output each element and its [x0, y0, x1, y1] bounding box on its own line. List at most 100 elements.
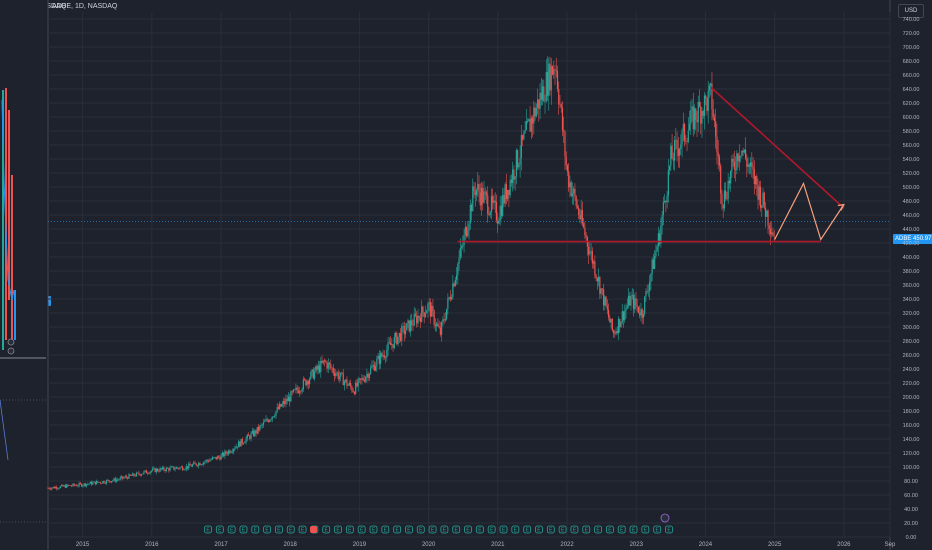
y-tick-label: 180.00 — [903, 409, 920, 415]
candle-body — [594, 261, 596, 276]
candle-body — [718, 156, 721, 166]
candle-body — [233, 449, 235, 452]
candle-body — [654, 255, 656, 269]
candle-body — [470, 204, 473, 212]
candle-body — [229, 450, 231, 453]
y-tick-label: 0.00 — [906, 535, 917, 541]
candle-body — [707, 90, 709, 111]
x-tick-label: 2023 — [630, 542, 644, 548]
candle-body — [474, 191, 476, 196]
candle-body — [423, 312, 425, 317]
candle-body — [153, 468, 155, 469]
x-tick-label: 2024 — [699, 542, 713, 548]
candle-body — [644, 296, 646, 314]
candle-body — [397, 336, 399, 345]
candle-body — [599, 277, 601, 294]
candle-body — [610, 318, 612, 323]
candle-body — [686, 141, 688, 142]
main-pane-title: ADBE, 1D, NASDAQ — [52, 3, 118, 10]
candle-body — [213, 457, 215, 459]
candle-body — [150, 470, 152, 472]
candle-body — [579, 215, 581, 220]
earnings-marker-label: E — [466, 528, 470, 534]
candle-body — [183, 469, 185, 471]
earnings-marker — [227, 525, 236, 534]
earnings-marker — [641, 525, 650, 534]
candle-body — [727, 180, 729, 199]
x-tick-label: 2016 — [145, 542, 159, 548]
candle-body — [104, 482, 106, 484]
candle-body — [680, 144, 682, 149]
candle-body — [200, 464, 202, 466]
candle-body — [706, 98, 708, 111]
candle-body — [230, 451, 232, 453]
symbol-price-tag: ADBE 450.97 — [893, 234, 932, 244]
candle-body — [402, 326, 404, 327]
candle-body — [642, 313, 645, 318]
candle-body — [485, 192, 488, 196]
earnings-marker-label: E — [384, 528, 388, 534]
candle-body — [731, 158, 733, 172]
candle-body — [510, 179, 512, 183]
candle-body — [270, 419, 272, 420]
earnings-marker — [511, 525, 520, 534]
candle-body — [367, 373, 369, 379]
earnings-marker-label: E — [514, 528, 518, 534]
candle-body — [484, 191, 486, 193]
candle-body — [574, 188, 576, 197]
candle-body — [548, 63, 550, 96]
candle-body — [332, 368, 334, 373]
candle-body — [413, 314, 415, 326]
candle-body — [673, 140, 676, 161]
candle-body — [561, 107, 564, 131]
candle-body — [677, 148, 679, 156]
candle-body — [284, 401, 286, 404]
earnings-marker — [665, 525, 673, 534]
y-tick-label: 720.00 — [903, 31, 920, 37]
candle-body — [129, 474, 131, 476]
candle-body — [401, 326, 403, 341]
candle-body — [343, 381, 346, 386]
candle-body — [448, 297, 450, 299]
candle-body — [128, 474, 130, 479]
candle-body — [635, 298, 637, 306]
candle-body — [277, 407, 280, 409]
candle-body — [723, 190, 726, 209]
candle-body — [543, 86, 545, 102]
candle-body — [575, 196, 577, 206]
candle-body — [761, 205, 763, 208]
candle-body — [526, 121, 529, 122]
y-tick-label: 680.00 — [903, 59, 920, 65]
candle-body — [472, 186, 474, 212]
candle-body — [646, 291, 648, 292]
earnings-marker — [617, 525, 626, 534]
earnings-marker-label: E — [218, 528, 222, 534]
candle-body — [736, 153, 738, 171]
candle-body — [407, 320, 409, 324]
candle-body — [634, 298, 636, 309]
currency-button[interactable]: USD — [898, 4, 924, 18]
left-pane-event-icon — [7, 347, 15, 355]
y-tick-label: 700.00 — [903, 45, 920, 51]
candle-body — [66, 484, 68, 488]
candle-body — [331, 367, 333, 369]
candle-body — [434, 324, 437, 327]
candle-body — [692, 106, 694, 130]
candle-body — [350, 383, 352, 387]
candle-body — [600, 288, 602, 294]
candle-body — [372, 364, 374, 367]
candle-body — [737, 153, 739, 162]
candle-body — [199, 463, 201, 466]
candle-body — [326, 362, 328, 369]
earnings-marker — [582, 525, 591, 534]
candle-body — [597, 277, 600, 282]
candle-body — [396, 333, 398, 345]
earnings-marker — [405, 525, 413, 534]
candle-body — [667, 170, 669, 196]
candle-body — [196, 465, 199, 466]
earnings-marker-label: E — [242, 528, 246, 534]
candle-body — [464, 227, 466, 235]
candle-body — [606, 305, 608, 310]
candle-body — [522, 135, 524, 140]
